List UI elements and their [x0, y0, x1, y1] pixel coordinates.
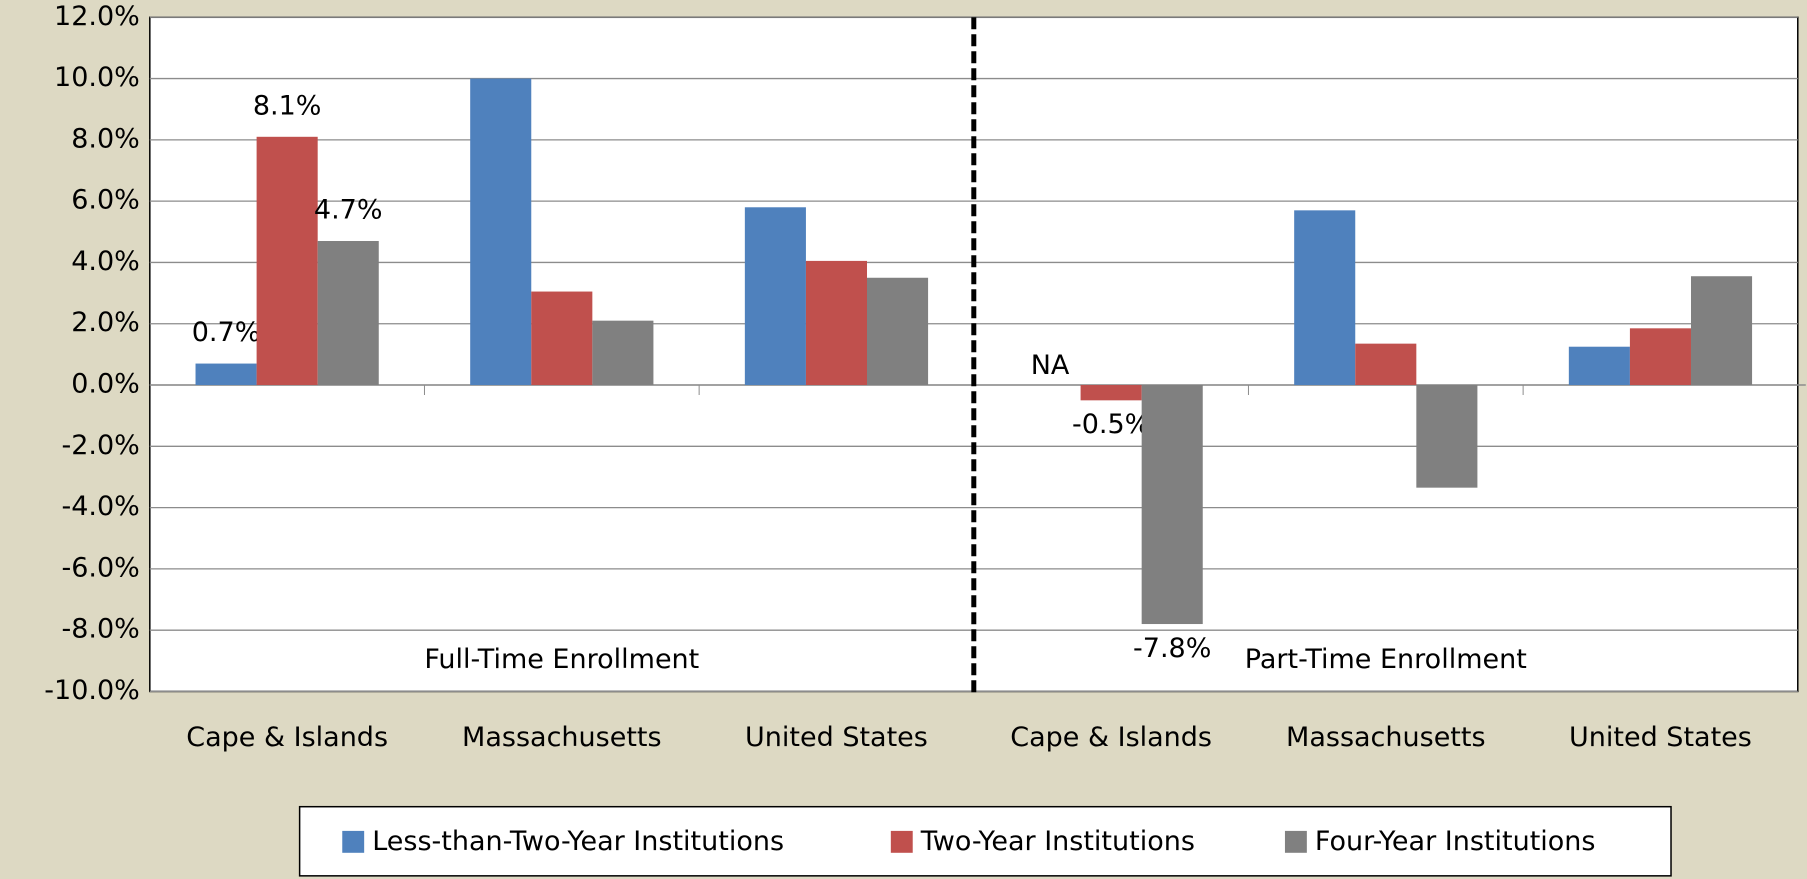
y-tick-label: -10.0% — [44, 675, 140, 706]
data-label: 0.7% — [192, 317, 261, 348]
x-tick-label: United States — [745, 722, 928, 753]
y-tick-label: 12.0% — [54, 1, 140, 32]
bar — [867, 277, 929, 386]
legend-label: Less-than-Two-Year Institutions — [372, 826, 784, 857]
bar — [195, 363, 257, 386]
bar — [1080, 385, 1142, 401]
legend-swatch — [1284, 830, 1307, 853]
y-tick-label: 8.0% — [71, 123, 140, 154]
x-tick-label: Cape & Islands — [186, 722, 388, 753]
data-label: -7.8% — [1133, 633, 1211, 664]
legend-box — [298, 805, 1672, 877]
legend-label: Four-Year Institutions — [1315, 826, 1596, 857]
data-label: 8.1% — [253, 90, 322, 121]
x-tick-label: United States — [1569, 722, 1752, 753]
bar — [1416, 385, 1478, 488]
x-tick-label: Massachusetts — [1286, 722, 1486, 753]
legend-swatch — [342, 830, 365, 853]
bar — [592, 320, 654, 386]
annotation: Part-Time Enrollment — [1245, 644, 1527, 675]
data-label: NA — [1031, 350, 1070, 381]
bar — [1568, 346, 1630, 386]
bar — [1355, 343, 1417, 386]
annotation: Full-Time Enrollment — [424, 644, 699, 675]
bar — [470, 78, 532, 386]
legend-label: Two-Year Institutions — [920, 826, 1195, 857]
data-label: -0.5% — [1072, 409, 1150, 440]
y-tick-label: -2.0% — [61, 430, 139, 461]
bar — [256, 136, 318, 386]
y-tick-label: 4.0% — [71, 246, 140, 277]
y-tick-label: -8.0% — [61, 614, 139, 645]
y-tick-label: 6.0% — [71, 185, 140, 216]
bar — [531, 291, 593, 386]
bar — [1629, 328, 1691, 386]
bar — [1141, 385, 1203, 625]
legend-swatch — [890, 830, 913, 853]
y-tick-label: -4.0% — [61, 491, 139, 522]
x-tick-label: Massachusetts — [462, 722, 662, 753]
bar — [1294, 210, 1356, 386]
plot-area — [149, 16, 1799, 693]
y-tick-label: 0.0% — [71, 369, 140, 400]
bar — [317, 240, 379, 386]
x-tick-label: Cape & Islands — [1010, 722, 1212, 753]
bar — [1690, 276, 1753, 386]
bar — [805, 260, 868, 386]
y-tick-label: 2.0% — [71, 307, 140, 338]
y-tick-label: 10.0% — [54, 62, 140, 93]
y-tick-label: -6.0% — [61, 552, 139, 583]
data-label: 4.7% — [314, 195, 383, 226]
bar — [744, 207, 806, 386]
